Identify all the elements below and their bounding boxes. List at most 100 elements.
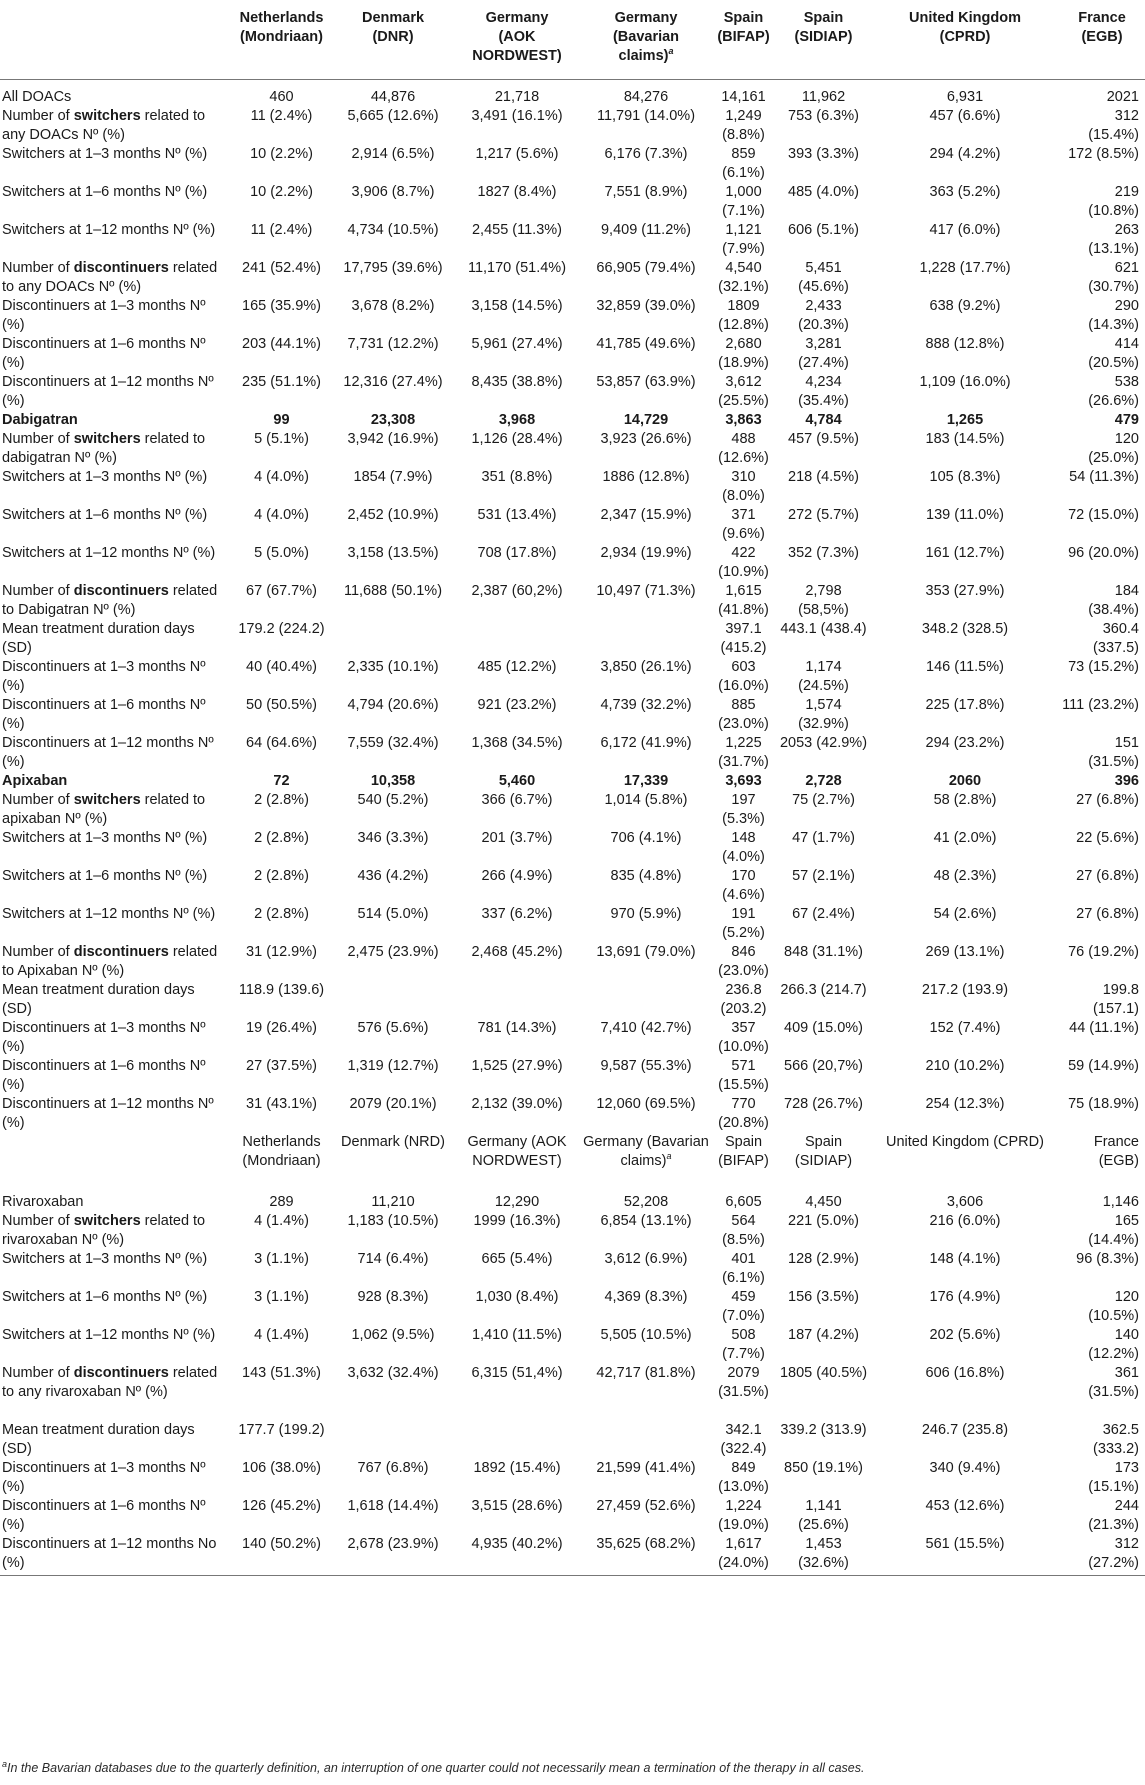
table-row: Discontinuers at 1–6 months Nº (%) 203 (4… <box>0 335 1145 373</box>
table-cell: 4,234 (35.4%) <box>798 374 849 409</box>
table-cell: 44,876 <box>370 89 416 105</box>
row-label-keyword: switchers <box>73 431 141 447</box>
table-cell: 2,934 (19.9%) <box>600 545 692 561</box>
table-cell: 1886 (12.8%) <box>602 469 690 485</box>
table-row: Switchers at 1–6 months Nº (%) 10 (2.2%) 3… <box>0 183 1145 221</box>
table-cell: 459 (7.0%) <box>722 1289 765 1324</box>
table-cell: 191 (5.2%) <box>722 906 765 941</box>
table-cell: 3,515 (28.6%) <box>471 1498 563 1514</box>
table-cell: 10,358 <box>370 773 416 789</box>
table-cell: 606 (16.8%) <box>925 1365 1005 1381</box>
row-label-suffix: related to Dabigatran Nº (%) <box>2 583 218 618</box>
table-cell: 3 (1.1%) <box>254 1251 309 1267</box>
table-cell: 621 (30.7%) <box>1088 260 1139 295</box>
table-cell: 538 (26.6%) <box>1088 374 1139 409</box>
table-cell: 118.9 (139.6) <box>238 982 325 998</box>
row-label-prefix: Number of <box>2 1365 74 1381</box>
table-cell: 17,339 <box>623 773 669 789</box>
table-cell: 23,308 <box>370 412 416 428</box>
table-cell: 72 (15.0%) <box>1068 507 1139 523</box>
table-cell: 1,225 (31.7%) <box>718 735 769 770</box>
table-cell: 1,146 <box>1102 1194 1139 1210</box>
row-label-suffix: related to rivaroxaban Nº (%) <box>2 1213 206 1248</box>
row-label: Discontinuers at 1–12 months No (%) <box>0 1535 230 1576</box>
row-label: Mean treatment duration days (SD) <box>2 621 195 656</box>
table-cell: 351 (8.8%) <box>481 469 553 485</box>
table-cell: 184 (38.4%) <box>1088 583 1139 618</box>
table-cell: 1809 (12.8%) <box>718 298 769 333</box>
table-cell: 2,914 (6.5%) <box>351 146 435 162</box>
table-cell: 3,923 (26.6%) <box>600 431 692 447</box>
table-cell: 576 (5.6%) <box>357 1020 429 1036</box>
table-cell: 2,680 (18.9%) <box>718 336 769 371</box>
table-cell: 40 (40.4%) <box>246 659 317 675</box>
table-cell: 4,794 (20.6%) <box>347 697 439 713</box>
table-row: Discontinuers at 1–12 months No (%) 140 (… <box>0 1535 1145 1576</box>
table-cell: 210 (10.2%) <box>925 1058 1005 1074</box>
table-cell: 2060 <box>948 773 982 789</box>
row-label: Number of discontinuers related to Apixa… <box>0 943 230 981</box>
row-label: Rivaroxaban <box>2 1194 84 1210</box>
table-row: Number of discontinuers related to any r… <box>0 1364 1145 1421</box>
table-cell: 514 (5.0%) <box>357 906 429 922</box>
table-cell: 152 (7.4%) <box>929 1020 1001 1036</box>
table-cell: 1827 (8.4%) <box>477 184 557 200</box>
table-cell: 27 (37.5%) <box>246 1058 317 1074</box>
row-label: Switchers at 1–12 months Nº (%) <box>2 545 216 561</box>
row-label-keyword: discontinuers <box>73 944 169 960</box>
table-cell: 2,455 (11.3%) <box>471 222 562 238</box>
table-cell: 84,276 <box>623 89 669 105</box>
table-cell: 396 <box>1114 773 1139 789</box>
table-cell: 3,158 (14.5%) <box>471 298 563 314</box>
table-cell: 246.7 (235.8) <box>921 1422 1009 1438</box>
table-cell: 10 (2.2%) <box>250 146 313 162</box>
table-cell: 7,559 (32.4%) <box>347 735 439 751</box>
table-cell: 1,574 (32.9%) <box>798 697 849 732</box>
table-cell: 1,228 (17.7%) <box>919 260 1011 276</box>
table-cell: 2,728 <box>805 773 842 789</box>
table-row: Number of switchers related to dabigatra… <box>0 430 1145 468</box>
table-row: Switchers at 1–6 months Nº (%) 4 (4.0%) 2,… <box>0 506 1145 544</box>
table-cell: 72 <box>273 773 290 789</box>
row-label: Number of discontinuers related to any D… <box>0 259 230 297</box>
table-cell: 5,665 (12.6%) <box>347 108 439 124</box>
table-cell: 165 (14.4%) <box>1088 1213 1139 1248</box>
table-cell: 187 (4.2%) <box>788 1327 859 1343</box>
row-label: Discontinuers at 1–3 months Nº (%) <box>2 1460 206 1495</box>
table-cell: 2,433 (20.3%) <box>798 298 849 333</box>
table-row: Rivaroxaban 289 11,210 12,290 52,208 6,605 4,4… <box>0 1193 1145 1212</box>
table-cell: 2,798 (58,5%) <box>798 583 849 618</box>
table-cell: 290 (14.3%) <box>1088 298 1139 333</box>
row-label: Number of discontinuers related to any r… <box>0 1364 230 1421</box>
table-cell: 1,109 (16.0%) <box>919 374 1011 390</box>
row-label-suffix: related to apixaban Nº (%) <box>2 792 206 827</box>
table-cell: 266 (4.9%) <box>481 868 553 884</box>
table-row: Discontinuers at 1–6 months Nº (%) 126 (4… <box>0 1497 1145 1535</box>
table-row: Discontinuers at 1–6 months Nº (%) 50 (50… <box>0 696 1145 734</box>
table-cell: 64 (64.6%) <box>246 735 317 751</box>
row-label: Discontinuers at 1–12 months Nº (%) <box>2 735 214 770</box>
table-cell: 3,968 <box>498 412 536 428</box>
table-cell: 254 (12.3%) <box>925 1096 1005 1112</box>
table-cell: 2,475 (23.9%) <box>347 944 439 960</box>
table-cell: 5,961 (27.4%) <box>471 336 563 352</box>
table-cell: 1,126 (28.4%) <box>471 431 563 447</box>
table-cell: 360.4 (337.5) <box>1093 621 1139 656</box>
table-cell: 216 (6.0%) <box>929 1213 1001 1229</box>
table-cell: 67 (67.7%) <box>246 583 317 599</box>
row-label: Switchers at 1–6 months Nº (%) <box>2 1289 208 1305</box>
table-cell: 106 (38.0%) <box>242 1460 321 1476</box>
table-cell: 859 (6.1%) <box>722 146 765 181</box>
table-cell: 4,540 (32.1%) <box>718 260 769 295</box>
table-cell: 76 (19.2%) <box>1068 944 1139 960</box>
table-cell: 21,718 <box>494 89 540 105</box>
table-row: Switchers at 1–3 months Nº (%) 10 (2.2%) 2… <box>0 145 1145 183</box>
table-cell: 312 (27.2%) <box>1059 1535 1145 1576</box>
table-cell <box>333 620 453 658</box>
doac-switching-table: Netherlands (Mondriaan) Denmark (DNR) Germ… <box>0 0 1145 1576</box>
table-cell: 165 (35.9%) <box>242 298 321 314</box>
table-cell: 4,369 (8.3%) <box>604 1289 688 1305</box>
table-cell: 638 (9.2%) <box>929 298 1001 314</box>
table-cell: 146 (11.5%) <box>926 659 1004 675</box>
table-cell: 414 (20.5%) <box>1088 336 1139 371</box>
